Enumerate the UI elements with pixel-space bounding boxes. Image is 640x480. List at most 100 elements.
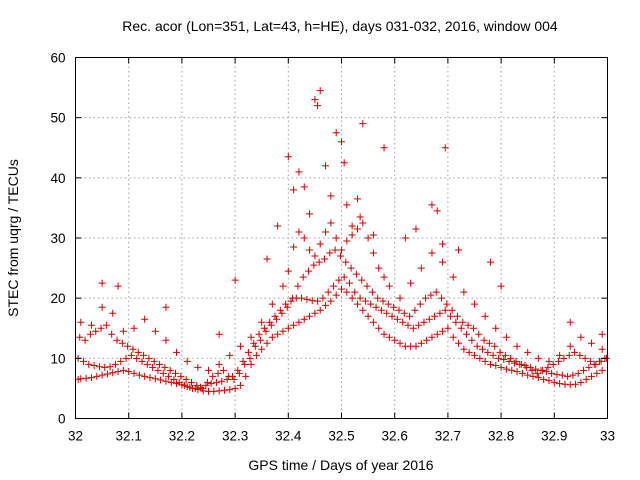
data-point xyxy=(133,354,141,362)
data-point xyxy=(363,282,371,290)
data-point xyxy=(343,201,351,209)
data-point xyxy=(316,87,324,95)
data-point xyxy=(375,264,383,272)
data-point xyxy=(262,327,270,335)
data-point xyxy=(409,324,417,332)
data-point xyxy=(369,318,377,326)
data-point xyxy=(428,333,436,341)
data-point xyxy=(501,351,509,359)
data-point xyxy=(574,369,582,377)
data-point xyxy=(439,258,447,266)
data-point xyxy=(109,369,117,377)
data-point xyxy=(140,351,148,359)
data-point xyxy=(478,345,486,353)
data-point xyxy=(87,374,95,382)
data-point xyxy=(417,339,425,347)
data-point xyxy=(161,363,169,371)
data-point xyxy=(558,371,566,379)
data-point xyxy=(374,294,382,302)
data-point xyxy=(497,282,505,290)
data-point xyxy=(322,301,330,309)
data-point xyxy=(539,366,547,374)
data-point xyxy=(130,369,138,377)
data-point xyxy=(298,294,306,302)
data-point xyxy=(427,291,435,299)
data-point xyxy=(598,366,606,374)
data-point xyxy=(197,383,205,391)
data-point xyxy=(449,333,457,341)
data-point xyxy=(582,375,590,383)
data-point xyxy=(348,222,356,230)
data-point xyxy=(218,377,226,385)
data-point xyxy=(235,369,243,377)
data-point xyxy=(194,363,202,371)
data-point xyxy=(496,348,504,356)
data-point xyxy=(290,243,298,251)
y-tick-label: 30 xyxy=(50,231,65,246)
data-point xyxy=(154,366,162,374)
data-point xyxy=(508,366,516,374)
data-point xyxy=(97,324,105,332)
data-point xyxy=(234,366,242,374)
data-point xyxy=(528,366,536,374)
data-point xyxy=(412,225,420,233)
data-point xyxy=(566,381,574,389)
data-point xyxy=(290,321,298,329)
data-point xyxy=(464,321,472,329)
data-point xyxy=(246,354,254,362)
data-point xyxy=(486,360,494,368)
data-point xyxy=(507,354,515,362)
data-point xyxy=(236,381,244,389)
data-point xyxy=(162,377,170,385)
data-point xyxy=(513,342,521,350)
data-point xyxy=(125,368,133,376)
data-point xyxy=(310,261,318,269)
data-point xyxy=(544,363,552,371)
data-point xyxy=(576,351,584,359)
data-point xyxy=(113,336,121,344)
data-point xyxy=(550,378,558,386)
data-point xyxy=(529,372,537,380)
data-point xyxy=(364,312,372,320)
data-point xyxy=(98,303,106,311)
data-point xyxy=(314,297,322,305)
data-point xyxy=(257,336,265,344)
data-point xyxy=(159,369,167,377)
data-point xyxy=(486,258,494,266)
data-point xyxy=(391,336,399,344)
data-point xyxy=(230,375,238,383)
data-point xyxy=(585,363,593,371)
x-tick-label: 32 xyxy=(68,429,83,444)
data-point xyxy=(172,369,180,377)
data-point xyxy=(191,384,199,392)
data-point xyxy=(524,371,532,379)
data-point xyxy=(332,129,340,137)
data-point xyxy=(492,324,500,332)
data-point xyxy=(300,315,308,323)
data-point xyxy=(340,159,348,167)
data-point xyxy=(463,330,471,338)
grid-lines xyxy=(75,57,608,419)
data-point xyxy=(500,356,508,364)
data-point xyxy=(250,339,258,347)
data-point xyxy=(485,339,493,347)
data-point xyxy=(287,297,295,305)
data-point xyxy=(316,306,324,314)
data-point xyxy=(170,375,178,383)
data-point xyxy=(443,300,451,308)
data-point xyxy=(361,297,369,305)
x-tick-label: 32.9 xyxy=(541,429,567,444)
data-point xyxy=(108,330,116,338)
data-point xyxy=(263,339,271,347)
data-point xyxy=(162,336,170,344)
data-point xyxy=(135,371,143,379)
data-point xyxy=(406,312,414,320)
data-point xyxy=(157,376,165,384)
data-point xyxy=(215,387,223,395)
data-point xyxy=(90,362,98,370)
data-point xyxy=(271,312,279,320)
data-point xyxy=(369,231,377,239)
data-point xyxy=(336,252,344,260)
data-point xyxy=(540,375,548,383)
data-point xyxy=(380,144,388,152)
